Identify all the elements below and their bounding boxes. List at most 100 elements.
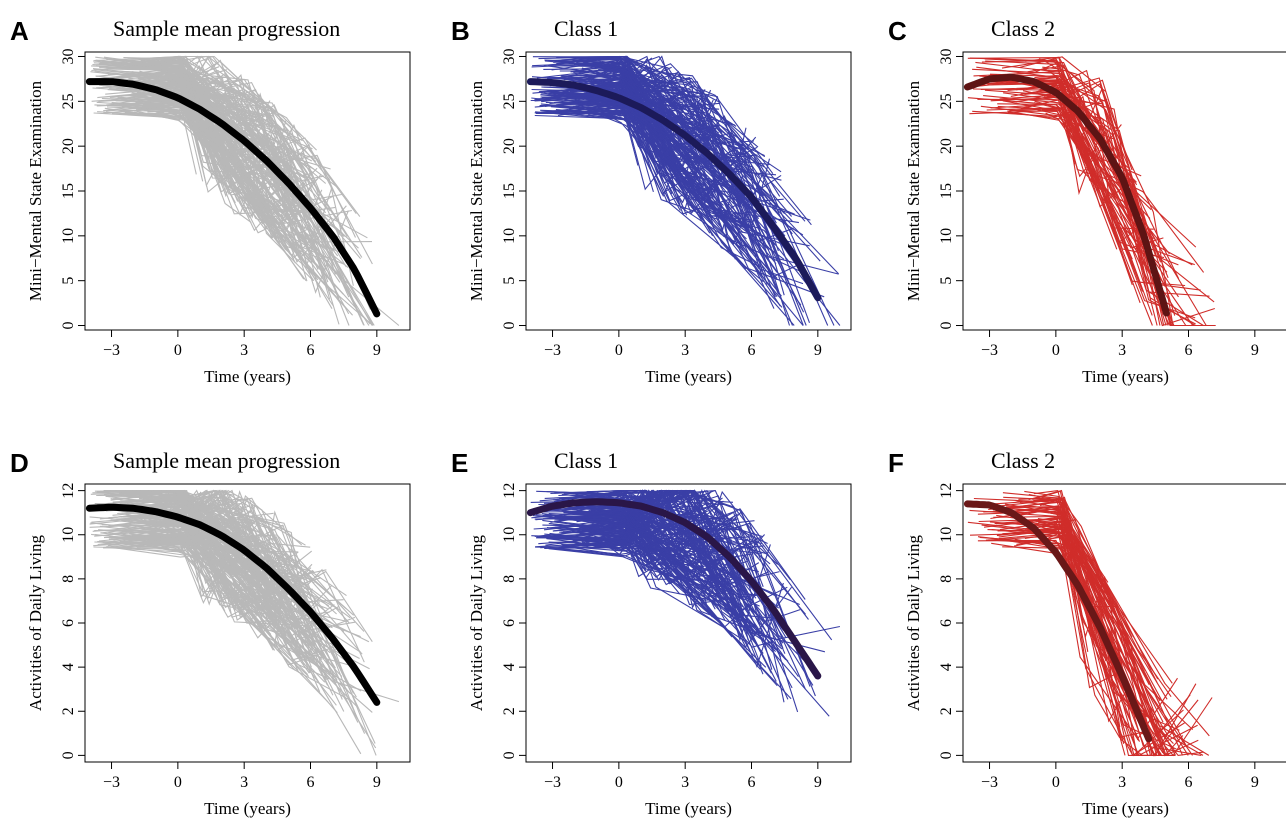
panel-letter-a: A — [10, 16, 29, 46]
individual-line-a — [101, 96, 273, 136]
individual-line-a — [138, 74, 370, 326]
panel-title-d: Sample mean progression — [113, 448, 340, 473]
x-tick-label-b: 9 — [814, 342, 822, 359]
panel-letter-e: E — [451, 448, 468, 478]
individual-line-c — [973, 71, 1180, 279]
y-tick-label-e: 2 — [501, 707, 518, 715]
x-tick-label-e: 3 — [681, 774, 689, 791]
x-tick-label-d: 6 — [307, 774, 315, 791]
individual-line-d — [147, 536, 338, 681]
y-axis-label-c: Mini−Mental State Examination — [904, 80, 923, 301]
individual-line-d — [166, 489, 347, 610]
x-tick-label-d: 9 — [373, 774, 381, 791]
y-tick-label-a: 30 — [60, 48, 77, 64]
mean-curve-a — [85, 78, 381, 318]
individual-line-d — [128, 489, 227, 540]
chart-panel-d: D Sample mean progression −3 0 3 6 9 0 2 4 6 8 10 12 T… — [10, 448, 411, 818]
y-tick-label-a: 10 — [60, 228, 77, 244]
chart-panel-e: E Class 1 −3 0 3 6 9 0 2 4 6 8 10 12 Time (years) Activ… — [451, 448, 852, 818]
x-tick-label-e: 6 — [748, 774, 756, 791]
individual-line-e — [579, 490, 736, 538]
x-tick-label-a: −3 — [103, 342, 120, 359]
individual-line-c — [972, 98, 1108, 118]
individual-line-c — [1026, 95, 1179, 266]
individual-line-b — [557, 105, 777, 176]
individual-line-c — [983, 95, 1133, 260]
individual-line-a — [122, 63, 243, 167]
x-tick-label-b: −3 — [544, 342, 561, 359]
individual-line-a — [92, 64, 348, 237]
x-tick-label-c: 0 — [1052, 342, 1060, 359]
y-tick-label-a: 5 — [60, 277, 77, 285]
y-axis-label-a: Mini−Mental State Examination — [26, 80, 45, 301]
individual-line-d — [120, 518, 289, 617]
individual-line-e — [569, 517, 739, 565]
individual-line-d — [108, 538, 272, 635]
individual-line-e — [552, 508, 733, 638]
individual-line-d — [106, 546, 283, 608]
individual-line-c — [1034, 62, 1133, 171]
x-tick-label-a: 9 — [373, 342, 381, 359]
y-tick-label-e: 10 — [501, 527, 518, 543]
x-tick-label-a: 6 — [307, 342, 315, 359]
y-tick-label-d: 4 — [60, 663, 77, 671]
x-tick-label-c: 6 — [1185, 342, 1193, 359]
individual-line-f — [1033, 498, 1161, 707]
y-tick-label-e: 6 — [501, 619, 518, 627]
y-tick-label-a: 0 — [60, 322, 77, 330]
y-tick-label-e: 8 — [501, 575, 518, 583]
y-tick-label-b: 10 — [501, 228, 518, 244]
y-tick-label-c: 30 — [938, 48, 955, 64]
individual-line-c — [1038, 58, 1154, 230]
individual-line-f — [997, 538, 1114, 667]
individual-line-f — [1018, 519, 1172, 698]
mean-curve-d — [85, 503, 381, 706]
y-axis-label-f: Activities of Daily Living — [904, 534, 923, 711]
individual-line-b — [604, 113, 764, 245]
x-tick-label-d: −3 — [103, 774, 120, 791]
individual-line-e — [558, 490, 687, 549]
x-tick-label-c: −3 — [981, 342, 998, 359]
y-tick-label-e: 4 — [501, 663, 518, 671]
individual-line-f — [1006, 505, 1137, 695]
individual-trajectories-d — [89, 489, 400, 756]
individual-trajectories-f — [967, 489, 1213, 757]
individual-line-a — [159, 104, 327, 224]
individual-line-f — [1036, 534, 1143, 739]
y-tick-label-d: 2 — [60, 707, 77, 715]
individual-line-e — [571, 498, 746, 642]
individual-line-b — [573, 59, 761, 178]
individual-line-f — [991, 529, 1193, 756]
individual-line-a — [147, 99, 252, 224]
individual-line-d — [151, 543, 329, 703]
individual-line-d — [94, 529, 327, 681]
y-axis-label-e: Activities of Daily Living — [467, 534, 486, 711]
y-tick-label-f: 4 — [938, 663, 955, 671]
y-tick-label-f: 2 — [938, 707, 955, 715]
y-tick-label-c: 15 — [938, 183, 955, 199]
individual-line-e — [561, 489, 748, 650]
individual-line-e — [553, 529, 782, 647]
individual-line-d — [150, 497, 324, 631]
individual-line-f — [1037, 517, 1111, 600]
individual-line-a — [133, 110, 275, 187]
individual-line-a — [90, 71, 280, 243]
x-axis-label-e: Time (years) — [645, 799, 732, 818]
y-tick-label-c: 25 — [938, 93, 955, 109]
y-tick-label-b: 5 — [501, 277, 518, 285]
chart-panel-b: B Class 1 −3 0 3 6 9 0 5 10 15 20 25 30 Time (years) Mi… — [451, 16, 852, 386]
y-tick-label-b: 20 — [501, 138, 518, 154]
x-axis-label-c: Time (years) — [1082, 367, 1169, 386]
y-tick-label-f: 6 — [938, 619, 955, 627]
individual-line-d — [97, 533, 317, 652]
x-tick-label-f: −3 — [981, 774, 998, 791]
individual-line-d — [98, 505, 344, 604]
y-tick-label-d: 8 — [60, 575, 77, 583]
x-tick-label-f: 9 — [1251, 774, 1259, 791]
individual-line-f — [969, 509, 1191, 734]
x-tick-label-e: 9 — [814, 774, 822, 791]
individual-line-d — [145, 489, 291, 593]
y-tick-label-c: 10 — [938, 228, 955, 244]
individual-line-d — [110, 498, 279, 605]
individual-line-f — [978, 518, 1173, 684]
